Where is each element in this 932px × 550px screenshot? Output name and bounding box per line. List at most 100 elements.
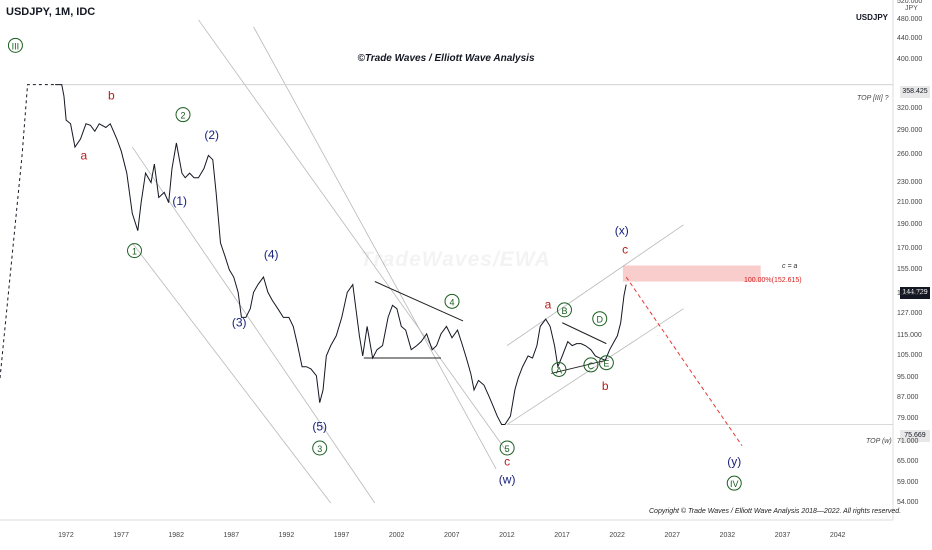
y-tick-label: 139.000 xyxy=(897,289,923,297)
x-tick-label: 2042 xyxy=(829,532,846,539)
wave-label: (2) xyxy=(204,128,219,142)
top-iii-label: TOP [III] ? xyxy=(857,95,889,102)
wave-label: (y) xyxy=(727,454,741,468)
wave-label: (x) xyxy=(615,223,629,237)
channel-line xyxy=(131,146,376,504)
wave-label: a xyxy=(545,298,552,312)
wave-label-circle xyxy=(312,440,328,456)
x-tick-label: 1997 xyxy=(333,532,350,539)
channel-line xyxy=(131,242,332,504)
wave-label: 1 xyxy=(132,247,137,257)
y-tick-label: 520.000 xyxy=(897,0,923,6)
y-tick-label: 105.000 xyxy=(897,351,923,359)
fib-target-label: 100.00%(152.615) xyxy=(744,277,802,284)
wave-label: 5 xyxy=(505,444,510,454)
wave-label: (1) xyxy=(172,194,187,208)
x-tick-label: 1972 xyxy=(58,532,74,539)
wave-label: (5) xyxy=(312,419,327,433)
wave-label-circle xyxy=(444,293,460,309)
y-tick-label: 95.000 xyxy=(897,374,919,382)
top-w-price-tag: 75.669 xyxy=(900,430,930,442)
wave-label: 2 xyxy=(181,111,186,121)
wave-label-circle xyxy=(592,311,608,327)
history-dashed-line xyxy=(0,84,56,379)
y-tick-label: 440.000 xyxy=(897,35,923,43)
wave-label-circle xyxy=(127,243,143,259)
wave-label-circle xyxy=(551,361,567,377)
wave-label-circle xyxy=(7,37,23,53)
y-tick-label: 320.000 xyxy=(897,105,923,113)
triangle-line xyxy=(374,281,464,322)
triangle-line xyxy=(562,322,607,345)
wave-label: 4 xyxy=(450,297,455,307)
y-tick-label: 115.000 xyxy=(897,331,922,339)
wave-label: 3 xyxy=(317,444,322,454)
y-tick-label: 155.000 xyxy=(897,265,923,273)
wave-label: IV xyxy=(730,479,739,489)
copyright-note: Copyright © Trade Waves / Elliott Wave A… xyxy=(649,508,902,515)
wave-label: (3) xyxy=(232,315,247,329)
y-tick-label: 59.000 xyxy=(897,479,919,487)
x-tick-label: 2017 xyxy=(554,532,570,539)
x-tick-label: 1992 xyxy=(278,532,295,539)
channel-line xyxy=(506,224,684,346)
wave-label-circle xyxy=(598,355,614,371)
wave-label: b xyxy=(602,379,609,393)
top-w-label: TOP (w) xyxy=(866,438,892,445)
currency-label: JPY xyxy=(905,5,918,12)
x-tick-label: 2037 xyxy=(774,532,791,539)
top-iii-price-tag: 358.425 xyxy=(900,86,930,98)
y-tick-label: 480.000 xyxy=(897,15,923,23)
y-tick-label: 87.000 xyxy=(897,393,919,401)
y-tick-label: 170.000 xyxy=(897,245,923,253)
y-tick-label: 190.000 xyxy=(897,220,923,228)
x-tick-label: 2002 xyxy=(388,532,405,539)
projection-arrow xyxy=(625,276,743,446)
wave-label: E xyxy=(603,359,609,369)
wave-label: a xyxy=(80,149,87,163)
y-tick-label: 260.000 xyxy=(897,151,923,159)
wave-label: (4) xyxy=(264,248,279,262)
y-tick-label: 127.000 xyxy=(897,309,923,317)
wave-label: C xyxy=(588,361,595,371)
wave-label-circle xyxy=(499,440,515,456)
ticker-label: USDJPY, 1M, IDC xyxy=(6,6,96,18)
x-tick-label: 1977 xyxy=(113,532,129,539)
x-tick-label: 2027 xyxy=(664,532,681,539)
y-tick-label: 65.000 xyxy=(897,457,919,465)
x-tick-label: 1987 xyxy=(223,532,240,539)
wave-label: b xyxy=(108,88,115,102)
wave-label: B xyxy=(561,306,567,316)
wave-label: c xyxy=(622,242,628,256)
price-line xyxy=(55,84,627,426)
x-tick-label: 2022 xyxy=(609,532,625,539)
wave-label-circle xyxy=(583,357,599,373)
wave-label-circle xyxy=(175,107,191,123)
current-price-tag: 144.729 xyxy=(900,287,930,299)
y-tick-label: 79.000 xyxy=(897,414,919,422)
wave-label: III xyxy=(12,41,20,51)
wave-label: (w) xyxy=(499,472,516,486)
x-tick-label: 2012 xyxy=(499,532,515,539)
channel-line xyxy=(506,308,684,425)
y-tick-label: 210.000 xyxy=(897,198,923,206)
y-tick-label: 54.000 xyxy=(897,498,919,506)
channel-line xyxy=(253,26,497,470)
symbol-label: USDJPY xyxy=(856,13,889,22)
wave-label-circle xyxy=(726,475,742,491)
wave-label: c xyxy=(504,454,510,468)
wave-label: D xyxy=(596,315,603,325)
c-equals-a-note: c = a xyxy=(782,263,798,270)
y-tick-label: 230.000 xyxy=(897,178,923,186)
chart-title: ©Trade Waves / Elliott Wave Analysis xyxy=(357,53,535,64)
x-tick-label: 1982 xyxy=(168,532,184,539)
wave-label: A xyxy=(556,365,562,375)
wave-label-circle xyxy=(556,302,572,318)
x-tick-label: 2007 xyxy=(444,532,460,539)
y-tick-label: 290.000 xyxy=(897,127,923,135)
y-tick-label: 400.000 xyxy=(897,56,923,64)
target-zone xyxy=(622,265,761,282)
y-tick-label: 71.000 xyxy=(897,438,919,446)
